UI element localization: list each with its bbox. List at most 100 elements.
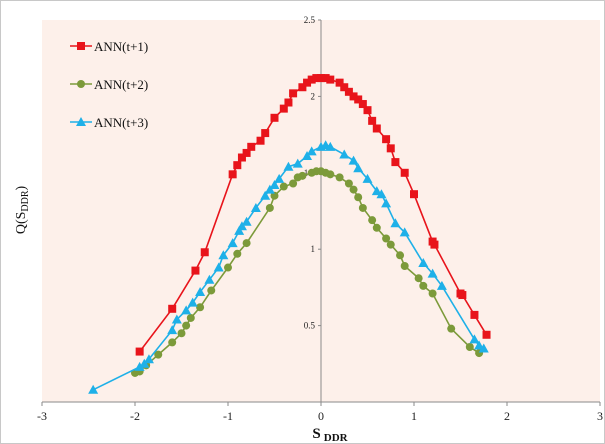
data-point (279, 104, 288, 113)
data-point (187, 297, 198, 307)
y-axis-title-subscript: DDR (20, 190, 31, 211)
data-point (414, 274, 423, 283)
data-point (348, 155, 359, 165)
data-point (247, 142, 256, 151)
data-point (382, 234, 391, 243)
data-point (458, 291, 467, 300)
data-point (353, 163, 364, 173)
data-point (269, 180, 280, 190)
data-point (264, 184, 275, 194)
data-point (358, 100, 367, 109)
series-group (88, 74, 491, 394)
data-point (204, 274, 215, 284)
data-point (344, 87, 353, 96)
data-point (181, 305, 192, 315)
series-3 (88, 140, 489, 394)
data-point (303, 78, 312, 87)
data-point (469, 334, 480, 344)
data-point (265, 203, 274, 212)
data-point (349, 185, 358, 194)
data-point (400, 168, 409, 177)
data-point (270, 113, 279, 122)
data-point (368, 216, 377, 225)
legend-item: ANN(t+2) (70, 77, 148, 92)
data-point (234, 225, 245, 235)
legend-marker (77, 42, 85, 50)
data-point (182, 321, 191, 330)
data-point (465, 342, 474, 351)
y-axis-title-close: ) (14, 185, 29, 190)
x-axis-title-main: S (312, 426, 320, 442)
y-axis-title: Q(SDDR) (14, 185, 31, 234)
data-point (298, 83, 307, 92)
data-point (371, 186, 382, 196)
data-point (168, 338, 177, 347)
data-point (270, 191, 279, 200)
legend-marker (76, 117, 86, 126)
data-point (233, 161, 242, 170)
data-point (419, 281, 428, 290)
data-point (196, 303, 205, 312)
data-point (233, 249, 242, 258)
y-axis-title-main: Q(S (14, 212, 29, 235)
legend: ANN(t+1) ANN(t+2) ANN(t+3) (70, 39, 148, 130)
data-point (396, 251, 405, 260)
data-point (177, 329, 186, 338)
data-point (447, 324, 456, 333)
data-point (339, 149, 350, 159)
data-point (418, 257, 429, 267)
data-point (168, 304, 177, 313)
data-point (186, 313, 195, 322)
data-point (224, 263, 232, 272)
data-point (372, 124, 381, 133)
legend-label: ANN(t+2) (94, 77, 148, 92)
x-tick-label: -2 (130, 409, 140, 423)
data-point (88, 384, 99, 394)
data-point (236, 221, 247, 231)
data-point (237, 153, 246, 162)
data-point (317, 74, 325, 83)
data-point (171, 314, 182, 324)
data-point (368, 116, 377, 125)
data-point (474, 340, 485, 350)
data-point (139, 358, 150, 368)
data-point (335, 78, 344, 87)
data-point (400, 262, 409, 271)
data-point (354, 193, 363, 202)
data-point (335, 173, 344, 182)
data-point (143, 354, 154, 364)
data-point (362, 173, 373, 183)
data-point (372, 223, 381, 232)
data-point (307, 75, 316, 84)
data-point (478, 343, 489, 353)
data-point (326, 75, 335, 84)
data-point (382, 135, 391, 144)
data-point (200, 248, 209, 257)
data-point (428, 289, 437, 298)
data-point (306, 146, 317, 156)
series-2 (131, 167, 484, 377)
x-tick-label: 0 (318, 409, 324, 423)
data-point (154, 350, 163, 359)
x-axis-title-subscript: DDR (324, 432, 349, 444)
data-point (399, 227, 410, 237)
x-tick-label: -3 (37, 409, 47, 423)
data-point (195, 286, 206, 296)
data-point (410, 190, 418, 199)
data-point (191, 266, 200, 275)
y-tick-label: 0.5 (304, 321, 316, 331)
data-point (135, 347, 144, 356)
data-point (470, 310, 479, 319)
data-point (274, 173, 285, 183)
x-tick-label: 3 (597, 409, 603, 423)
data-point (325, 141, 336, 151)
data-point (218, 250, 229, 260)
data-point (390, 218, 401, 228)
data-point (340, 83, 349, 92)
data-point (354, 95, 363, 104)
data-point (279, 182, 288, 191)
data-point (344, 179, 353, 188)
